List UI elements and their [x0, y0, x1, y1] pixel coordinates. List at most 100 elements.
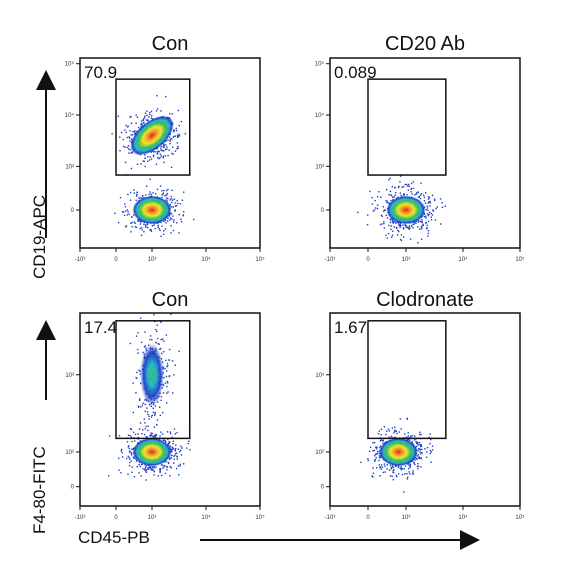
event-dot: [389, 464, 392, 466]
event-dot: [425, 215, 427, 217]
event-dot: [379, 475, 381, 477]
event-dot: [428, 436, 430, 439]
event-dot: [420, 220, 423, 223]
event-dot: [380, 439, 382, 441]
event-dot: [156, 419, 159, 421]
event-dot: [179, 465, 181, 467]
event-dot: [130, 428, 133, 431]
event-dot: [141, 122, 143, 125]
event-dot: [155, 433, 157, 436]
y-tick-label: 10³: [315, 164, 324, 170]
event-dot: [394, 430, 396, 433]
event-dot: [165, 334, 168, 336]
event-dot: [404, 433, 406, 435]
event-dot: [148, 193, 150, 196]
event-dot: [407, 432, 409, 434]
event-dot: [407, 185, 409, 187]
event-dot: [128, 464, 131, 467]
event-dot: [376, 467, 378, 469]
event-dot: [391, 475, 393, 478]
event-dot: [411, 435, 414, 437]
panel-title-bottom-right: Clodronate: [376, 289, 474, 311]
event-dot: [423, 194, 425, 197]
event-dot: [154, 405, 157, 407]
event-dot: [174, 210, 176, 212]
event-dot: [420, 433, 422, 436]
event-dot: [431, 194, 434, 197]
event-dot: [164, 382, 167, 384]
x-tick-label: 10³: [148, 515, 157, 521]
event-dot: [419, 451, 421, 453]
event-dot: [128, 451, 131, 453]
event-dot: [382, 471, 385, 474]
event-dot: [409, 439, 411, 441]
event-dot: [428, 201, 430, 203]
event-dot: [409, 463, 412, 466]
event-dot: [142, 468, 144, 470]
event-dot: [171, 446, 173, 448]
panel-frame: [329, 312, 521, 507]
event-dot: [130, 222, 132, 224]
event-dot: [381, 466, 384, 469]
event-dot: [169, 199, 171, 201]
event-dot: [374, 199, 376, 202]
event-dot: [142, 351, 144, 354]
event-dot: [159, 470, 161, 472]
panel-frame: [79, 57, 261, 249]
x-tick-label: -10³: [325, 515, 336, 521]
panels-layer: 70.9 -10³ 0 10³ 10⁴ 10⁵ 10⁵ 10⁴ 10³ 0 0.089 -10³ 0 10…: [65, 57, 525, 521]
event-dot: [159, 185, 162, 187]
event-dot: [131, 440, 133, 443]
event-dot: [142, 160, 144, 162]
event-dot: [108, 435, 111, 437]
event-dot: [404, 183, 407, 186]
event-dot: [156, 324, 158, 326]
event-dot: [149, 191, 151, 193]
event-dot: [150, 432, 152, 434]
event-dot: [398, 185, 400, 188]
event-dot: [175, 130, 178, 132]
panel-title-top-right: CD20 Ab: [384, 33, 466, 55]
event-dot: [172, 153, 174, 155]
event-dot: [415, 222, 417, 224]
event-dot: [154, 413, 156, 415]
event-dot: [171, 201, 173, 204]
event-dot: [167, 154, 169, 157]
event-dot: [176, 199, 178, 202]
event-dot: [159, 229, 161, 232]
event-dot: [186, 447, 188, 449]
event-dot: [170, 457, 172, 459]
event-dot: [170, 454, 173, 457]
event-dot: [167, 442, 170, 445]
event-dot: [146, 223, 149, 225]
event-dot: [161, 196, 163, 199]
event-dot: [417, 449, 419, 452]
event-dot: [440, 223, 442, 225]
event-dot: [402, 228, 405, 230]
event-dot: [142, 118, 145, 120]
event-dot: [145, 471, 148, 473]
event-dot: [149, 178, 151, 180]
population-1: [129, 313, 180, 462]
event-dot: [388, 179, 390, 181]
event-dot: [155, 193, 157, 195]
x-tick-label: 0: [114, 515, 118, 521]
event-dot: [388, 430, 390, 432]
event-dot: [158, 150, 160, 153]
gate-rect: [367, 78, 447, 176]
event-dot: [148, 116, 150, 118]
event-dot: [165, 466, 168, 468]
event-dot: [425, 222, 427, 224]
event-dot: [411, 193, 413, 195]
event-dot: [421, 448, 423, 451]
event-dot: [124, 210, 127, 212]
event-dot: [429, 452, 431, 455]
event-dot: [392, 196, 394, 198]
event-dot: [378, 459, 380, 462]
event-dot: [167, 139, 169, 141]
event-dot: [406, 478, 409, 480]
event-dot: [400, 239, 403, 242]
event-dot: [150, 110, 153, 113]
event-dot: [144, 428, 146, 430]
